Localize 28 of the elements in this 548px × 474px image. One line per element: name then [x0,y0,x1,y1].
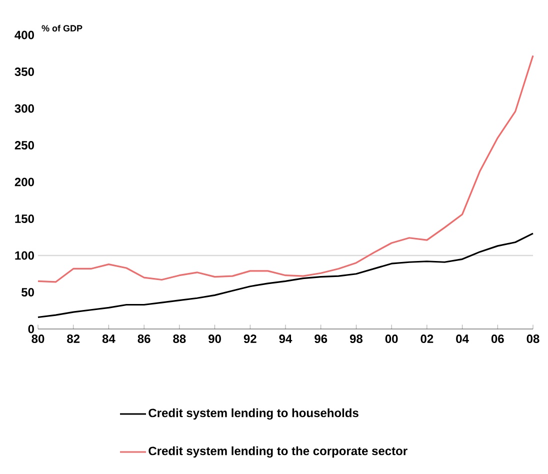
x-tick-label: 08 [526,334,540,344]
x-tick-label: 96 [314,334,328,344]
line-series [37,54,534,283]
x-tick-label: 84 [102,334,116,344]
x-tick-label: 80 [32,334,44,344]
x-tick-label: 94 [279,334,292,344]
y-tick-label: 300 [14,104,34,113]
y-tick-label: 50 [21,288,34,296]
x-tick-label: 06 [491,334,504,344]
x-tick-label: 02 [420,334,434,344]
legend-label: Credit system lending to households [148,408,358,420]
y-axis-title: % of GDP [42,24,82,32]
x-tick-label: 00 [385,334,398,344]
y-tick-label: 200 [14,178,34,186]
x-tick-label: 92 [244,334,256,344]
x-tick-label: 90 [208,334,221,344]
y-tick-label: 350 [14,68,34,76]
x-tick-label: 82 [67,334,80,344]
x-tick-label: 98 [350,334,363,344]
y-tick-label: 100 [15,251,34,260]
y-tick-label: 400 [14,30,34,40]
y-tick-label: 0 [28,324,34,334]
y-tick-label: 150 [15,214,34,223]
x-tick-label: 86 [138,334,150,344]
y-tick-label: 250 [14,141,34,150]
x-tick-label: 88 [173,334,186,344]
x-tick-label: 04 [456,334,469,344]
legend-label: Credit system lending to the corporate sector [148,446,408,458]
